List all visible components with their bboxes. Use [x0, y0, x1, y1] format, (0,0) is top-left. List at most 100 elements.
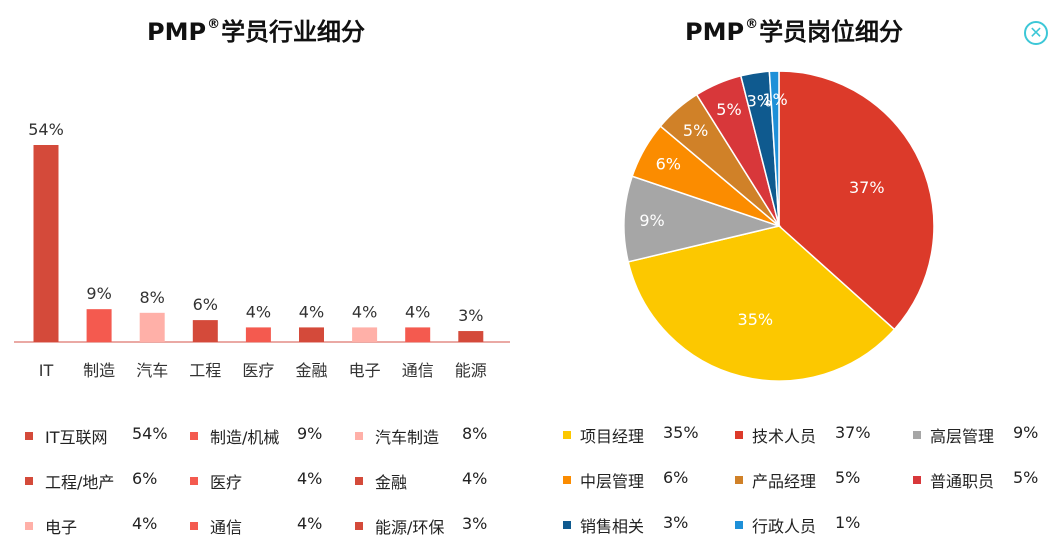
- industry-title-rest: 学员行业细分: [221, 18, 366, 46]
- industry-legend-swatch: [355, 432, 363, 440]
- bar-8: [458, 331, 484, 342]
- bar-value-label-8: 3%: [458, 306, 483, 325]
- industry-legend-swatch: [190, 522, 198, 530]
- industry-legend-swatch: [25, 432, 33, 440]
- industry-title-main: PMP: [147, 18, 207, 46]
- position-pie-chart: 37%35%9%6%5%5% 3%1%: [623, 70, 935, 382]
- industry-legend-label: IT互联网: [45, 428, 108, 447]
- position-legend-swatch: [563, 521, 571, 529]
- bar-value-label-4: 4%: [246, 302, 271, 321]
- industry-legend-swatch: [355, 477, 363, 485]
- pie-slice-7: [768, 70, 780, 227]
- position-legend-label: 技术人员: [752, 427, 817, 446]
- bar-value-label-3: 6%: [193, 295, 218, 314]
- industry-legend-value: 4%: [297, 469, 323, 488]
- close-icon[interactable]: ✕: [1024, 21, 1048, 45]
- pie-slice-0: [778, 70, 935, 331]
- position-title-main: PMP: [685, 18, 745, 46]
- industry-legend-value: 3%: [462, 514, 488, 533]
- bar-value-label-0: 54%: [28, 120, 64, 139]
- industry-legend-swatch: [25, 522, 33, 530]
- position-legend-swatch: [735, 521, 743, 529]
- bar-2: [139, 312, 165, 342]
- x-tick-label-8: 能源: [455, 361, 487, 380]
- bar-5: [299, 327, 324, 342]
- position-legend-swatch: [913, 431, 921, 439]
- industry-legend-swatch: [190, 432, 198, 440]
- pie-slice-label-6: 3%: [747, 91, 772, 110]
- pie-slice-label-0: 37%: [849, 178, 885, 197]
- industry-legend-label: 能源/环保: [375, 518, 445, 537]
- position-legend-value: 3%: [663, 513, 689, 532]
- industry-legend-value: 4%: [462, 469, 488, 488]
- position-legend-swatch: [735, 476, 743, 484]
- x-tick-label-2: 汽车: [136, 361, 168, 380]
- position-title-sup: ®: [745, 17, 759, 32]
- x-tick-label-5: 金融: [295, 361, 327, 380]
- x-tick-label-6: 电子: [349, 361, 381, 380]
- bar-6: [352, 327, 378, 342]
- position-title-rest: 学员岗位细分: [759, 18, 904, 46]
- industry-bar-chart: 54% IT 9% 制造 8% 汽车 6% 工程 4% 医疗 4% 金融 4% 电子 4% 通信 3% 能源: [14, 120, 510, 380]
- x-tick-label-1: 制造: [83, 361, 115, 380]
- pie-slice-1: [627, 225, 896, 382]
- pie-slice-2: [623, 175, 782, 263]
- x-tick-label-4: 医疗: [242, 361, 274, 380]
- industry-legend-swatch: [25, 477, 33, 485]
- bar-1: [86, 309, 112, 342]
- pie-slice-label-5: 5%: [716, 100, 741, 119]
- bar-value-label-7: 4%: [405, 302, 430, 321]
- industry-legend-label: 通信: [210, 518, 243, 537]
- position-legend-value: 37%: [835, 423, 871, 442]
- industry-title-sup: ®: [207, 17, 221, 32]
- position-legend-value: 5%: [835, 468, 861, 487]
- bar-3: [192, 320, 218, 342]
- position-legend-swatch: [563, 476, 571, 484]
- industry-legend-label: 工程/地产: [45, 473, 115, 492]
- bar-value-label-1: 9%: [86, 284, 111, 303]
- industry-chart-title: PMP®学员行业细分: [147, 12, 365, 47]
- industry-legend-value: 8%: [462, 424, 488, 443]
- x-tick-label-7: 通信: [402, 361, 434, 380]
- industry-legend-label: 制造/机械: [210, 428, 280, 447]
- industry-legend-value: 6%: [132, 469, 158, 488]
- position-legend-label: 行政人员: [752, 517, 817, 536]
- bar-value-label-6: 4%: [352, 302, 377, 321]
- position-legend-label: 项目经理: [580, 427, 645, 446]
- bar-7: [405, 327, 431, 342]
- pie-slice-label-7: 1%: [762, 90, 787, 109]
- x-tick-label-3: 工程: [189, 361, 221, 380]
- position-legend-label: 产品经理: [752, 472, 817, 491]
- position-legend-label: 销售相关: [580, 517, 645, 536]
- position-legend-value: 35%: [663, 423, 699, 442]
- industry-legend-value: 4%: [297, 514, 323, 533]
- industry-legend-label: 金融: [375, 473, 408, 492]
- bar-4: [245, 327, 271, 342]
- bar-0: [33, 145, 59, 342]
- position-legend-value: 5%: [1013, 468, 1039, 487]
- position-legend-swatch: [913, 476, 921, 484]
- position-legend-label: 中层管理: [580, 472, 645, 491]
- industry-legend-label: 汽车制造: [375, 428, 440, 447]
- industry-legend-value: 54%: [132, 424, 168, 443]
- industry-legend-value: 4%: [132, 514, 158, 533]
- industry-legend-value: 9%: [297, 424, 323, 443]
- x-tick-label-0: IT: [39, 361, 54, 380]
- pie-slice-label-4: 5%: [683, 121, 708, 140]
- position-legend-swatch: [563, 431, 571, 439]
- pie-slice-label-1: 35%: [738, 310, 774, 329]
- industry-legend-label: 医疗: [210, 473, 243, 492]
- position-chart-title: PMP®学员岗位细分: [685, 12, 903, 47]
- position-legend-label: 普通职员: [930, 472, 995, 491]
- industry-legend-swatch: [355, 522, 363, 530]
- position-legend-label: 高层管理: [930, 427, 995, 446]
- position-legend-value: 6%: [663, 468, 689, 487]
- bar-value-label-2: 8%: [140, 288, 165, 307]
- pie-slice-label-3: 6%: [656, 155, 681, 174]
- industry-legend-label: 电子: [45, 518, 78, 537]
- pie-slice-label-2: 9%: [639, 211, 664, 230]
- position-legend-value: 1%: [835, 513, 861, 532]
- position-legend-swatch: [735, 431, 743, 439]
- industry-legend-swatch: [190, 477, 198, 485]
